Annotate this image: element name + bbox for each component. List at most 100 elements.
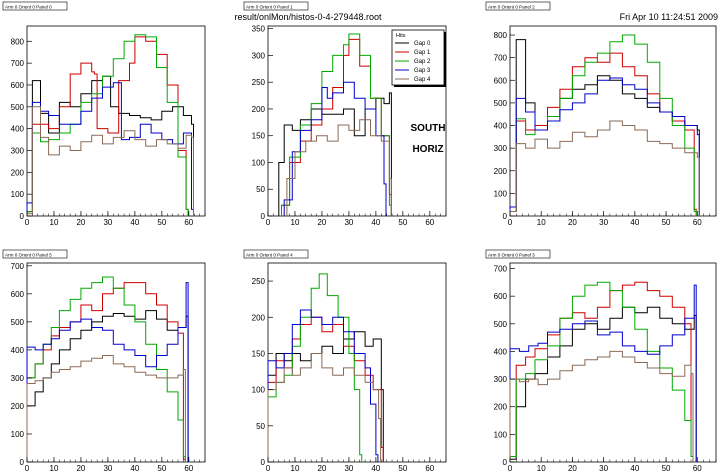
x-tick-label: 60 [693, 218, 702, 227]
y-tick-label: 700 [11, 262, 25, 271]
y-tick-label: 300 [11, 146, 25, 155]
series-gap-3 [283, 81, 387, 216]
x-tick-label: 0 [25, 464, 30, 473]
legend-label: Gap 3 [414, 68, 431, 74]
series-gap-1 [267, 316, 384, 462]
series-gap-1 [509, 281, 694, 462]
region-annotation: SOUTH [411, 123, 446, 134]
panel-4: Arm 0 Orient 0 Panel 4 0 10 20 30 40 50 60 0 50 10… [243, 249, 447, 473]
series-gap-2 [509, 34, 697, 216]
y-tick-label: 300 [11, 374, 25, 383]
x-tick-label: 50 [157, 218, 166, 227]
series-gap-4 [267, 353, 382, 462]
y-tick-label: 400 [11, 346, 25, 355]
x-tick-label: 10 [50, 464, 59, 473]
x-tick-label: 10 [291, 464, 300, 473]
panel-3: Arm 0 Orient 0 Panel 30 10 20 30 40 50 6001002… [485, 249, 717, 473]
y-tick-label: 200 [252, 105, 266, 114]
series-gap-3 [267, 309, 379, 462]
series-gap-4 [26, 106, 194, 216]
series-gap-0 [278, 92, 392, 216]
legend-label: Gap 1 [414, 50, 431, 56]
panel-title-box [485, 1, 551, 11]
y-tick-label: 150 [252, 349, 266, 358]
panel-title-box [2, 249, 68, 259]
y-tick-label: 0 [20, 458, 25, 467]
series-gap-0 [267, 331, 384, 462]
y-tick-label: 100 [494, 430, 508, 439]
x-tick-label: 10 [50, 218, 59, 227]
series-gap-0 [26, 75, 194, 216]
y-tick-label: 600 [11, 81, 25, 90]
series-gap-4 [509, 120, 700, 216]
panel-2: Arm 0 Orient 0 Panel 20 10 20 30 40 50 6001002… [485, 1, 717, 227]
plot-frame [26, 25, 206, 217]
series-gap-0 [509, 39, 700, 216]
series-gap-3 [509, 77, 700, 216]
orientation-annotation: HORIZ [412, 144, 443, 155]
y-tick-label: 100 [494, 189, 508, 198]
panel-title-box [243, 1, 309, 11]
y-tick-label: 100 [252, 386, 266, 395]
y-tick-label: 200 [11, 402, 25, 411]
y-tick-label: 200 [252, 313, 266, 322]
y-tick-label: 50 [256, 422, 265, 431]
plot-frame [267, 262, 447, 463]
x-tick-label: 60 [693, 464, 702, 473]
series-gap-3 [26, 282, 189, 462]
y-tick-label: 500 [494, 320, 508, 329]
series-gap-1 [26, 282, 186, 462]
series-gap-1 [509, 52, 697, 216]
y-tick-label: 400 [11, 125, 25, 134]
x-tick-label: 40 [630, 464, 639, 473]
legend-label: Gap 2 [414, 59, 431, 65]
x-tick-label: 50 [398, 218, 407, 227]
panel-title-box [485, 249, 551, 259]
y-tick-label: 100 [11, 190, 25, 199]
x-tick-label: 30 [599, 218, 608, 227]
y-tick-label: 0 [261, 458, 266, 467]
y-tick-label: 0 [503, 458, 508, 467]
y-tick-label: 0 [261, 212, 266, 221]
panel-title-box [243, 249, 309, 259]
y-tick-label: 600 [494, 292, 508, 301]
panel-title: Arm 0 Orient 0 Panel 4 [246, 252, 293, 257]
y-tick-label: 700 [11, 59, 25, 68]
plot-frame [509, 25, 717, 217]
y-tick-label: 0 [20, 212, 25, 221]
plot-frame [509, 262, 717, 463]
y-tick-label: 200 [11, 168, 25, 177]
panel-title-box [2, 1, 68, 11]
series-gap-1 [26, 36, 189, 216]
y-tick-label: 700 [494, 54, 508, 63]
y-tick-label: 350 [252, 25, 266, 34]
series-gap-4 [286, 119, 392, 216]
y-tick-label: 300 [494, 144, 508, 153]
x-tick-label: 50 [662, 218, 671, 227]
panel-title: Arm 0 Orient 0 Panel 3 [488, 252, 535, 257]
x-tick-label: 20 [568, 464, 577, 473]
x-tick-label: 30 [599, 464, 608, 473]
x-tick-label: 40 [630, 218, 639, 227]
x-tick-label: 40 [130, 464, 139, 473]
timestamp: Fri Apr 10 11:24:51 2009 [620, 12, 718, 22]
y-tick-label: 50 [256, 185, 265, 194]
series-gap-2 [281, 33, 392, 216]
x-tick-label: 30 [344, 464, 353, 473]
panel-1: Arm 0 Orient 0 Panel 1 0 10 20 30 40 50 60 0 50 10… [243, 1, 447, 227]
x-tick-label: 30 [103, 464, 112, 473]
series-gap-4 [26, 355, 186, 462]
y-tick-label: 150 [252, 132, 266, 141]
panel-title: Arm 0 Orient 0 Panel 1 [246, 4, 293, 9]
y-tick-label: 400 [494, 122, 508, 131]
legend-label: Gap 0 [414, 41, 431, 47]
y-tick-label: 200 [494, 167, 508, 176]
y-tick-label: 100 [252, 158, 266, 167]
x-tick-label: 20 [317, 464, 326, 473]
x-tick-label: 40 [130, 218, 139, 227]
x-tick-label: 20 [76, 464, 85, 473]
x-tick-label: 20 [76, 218, 85, 227]
x-tick-label: 30 [344, 218, 353, 227]
x-tick-label: 10 [537, 218, 546, 227]
